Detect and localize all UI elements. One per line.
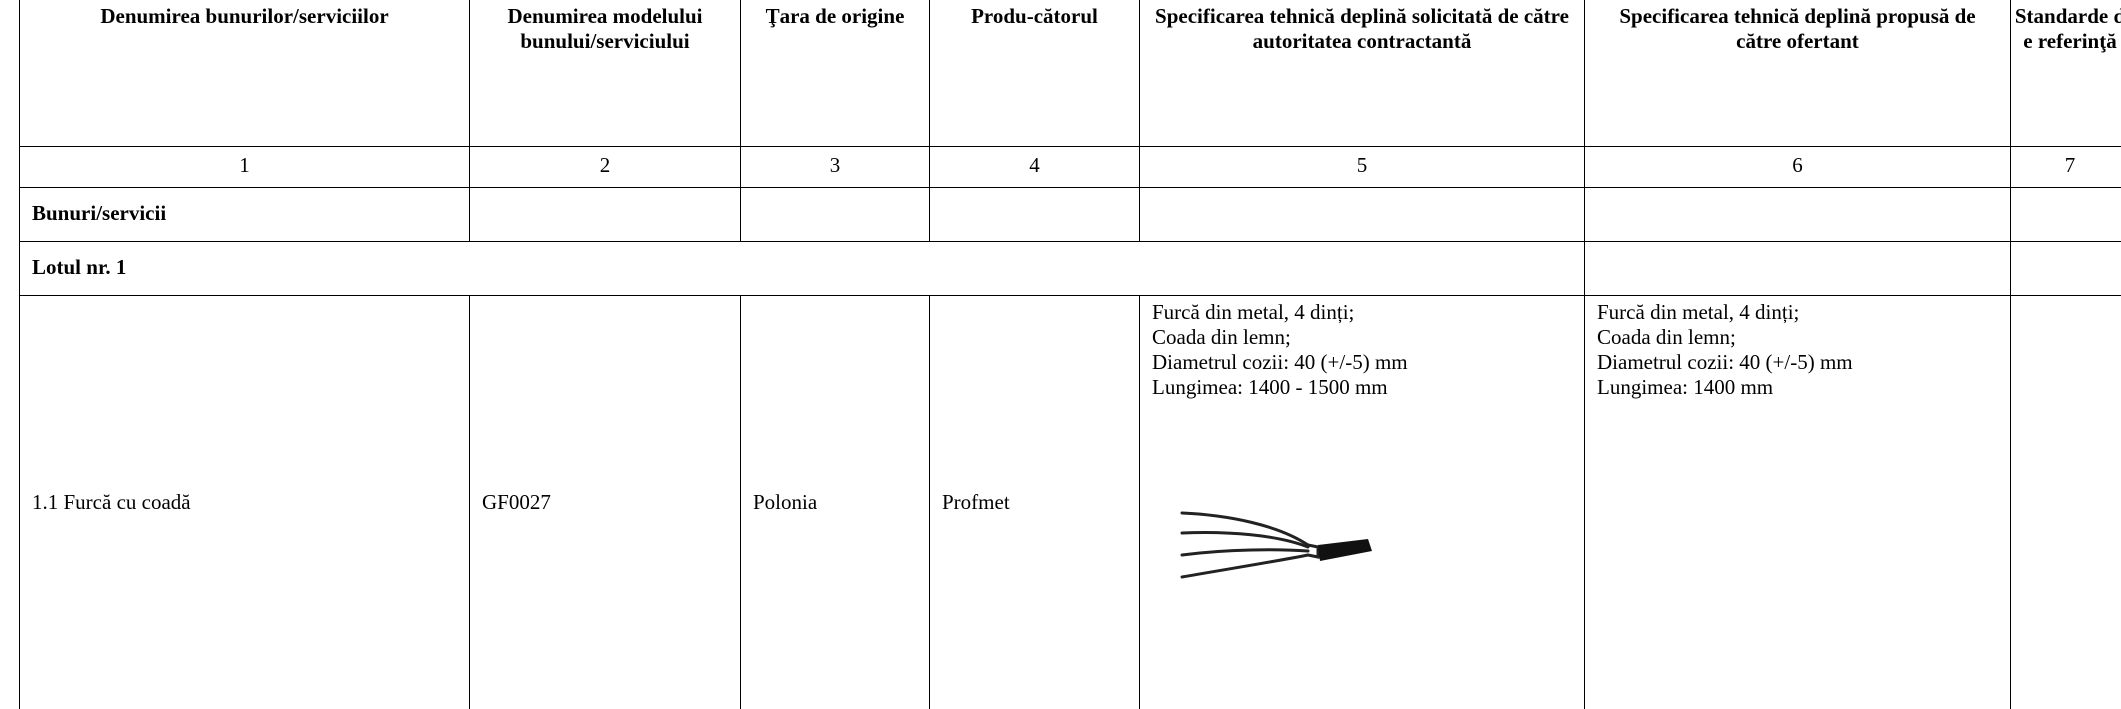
column-number: 2 <box>469 145 741 188</box>
item-model: GF0027 <box>469 294 741 709</box>
header-cell: Specificarea tehnică deplină propusă de … <box>1584 0 2011 147</box>
offer-table: Denumirea bunurilor/serviciilor Denumire… <box>19 0 2121 709</box>
cell <box>1584 186 2011 242</box>
cell <box>2010 294 2121 709</box>
required-spec: Furcă din metal, 4 dinți; Coada din lemn;… <box>1139 294 1585 709</box>
spec-line: Lungimea: 1400 - 1500 mm <box>1152 375 1388 400</box>
column-number: 7 <box>2010 145 2121 188</box>
header-cell: Ţara de origine <box>740 0 930 147</box>
column-number: 4 <box>929 145 1140 188</box>
cell <box>2010 186 2121 242</box>
cell <box>1139 186 1585 242</box>
offered-spec: Furcă din metal, 4 dinți; Coada din lemn;… <box>1584 294 2011 709</box>
item-producer: Profmet <box>929 294 1140 709</box>
section-row: Bunuri/servicii <box>19 186 2121 242</box>
column-number: 5 <box>1139 145 1585 188</box>
header-cell: Produ-cătorul <box>929 0 1140 147</box>
spec-line: Coada din lemn; <box>1152 324 1291 349</box>
column-number: 6 <box>1584 145 2011 188</box>
spec-line: Diametrul cozii: 40 (+/-5) mm <box>1597 349 1853 374</box>
lot-row: Lotul nr. 1 <box>19 240 2121 296</box>
spec-line: Coada din lemn; <box>1597 324 1736 349</box>
header-cell: Denumirea bunurilor/serviciilor <box>19 0 470 147</box>
section-label: Bunuri/servicii <box>19 186 470 242</box>
spec-line: Diametrul cozii: 40 (+/-5) mm <box>1152 349 1408 374</box>
spec-lines: Furcă din metal, 4 dinți; Coada din lemn;… <box>1152 300 1572 401</box>
column-number: 3 <box>740 145 930 188</box>
cell <box>929 186 1140 242</box>
spec-line: Lungimea: 1400 mm <box>1597 375 1774 400</box>
item-country: Polonia <box>740 294 930 709</box>
column-number: 1 <box>19 145 470 188</box>
pitchfork-image <box>1180 511 1372 579</box>
spec-lines: Furcă din metal, 4 dinți; Coada din lemn;… <box>1597 300 1998 401</box>
cell <box>1584 240 2011 296</box>
cell <box>2010 240 2121 296</box>
cell <box>740 186 930 242</box>
header-cell: Denumirea modelului bunului/serviciului <box>469 0 741 147</box>
header-cell: Specificarea tehnică deplină solicitată … <box>1139 0 1585 147</box>
header-row: Denumirea bunurilor/serviciilor Denumire… <box>19 0 2121 147</box>
header-cell: Standarde de referinţă <box>2010 0 2121 147</box>
number-row: 1 2 3 4 5 6 7 <box>19 145 2121 188</box>
item-row: 1.1 Furcă cu coadă GF0027 Polonia Profme… <box>19 294 2121 709</box>
lot-label: Lotul nr. 1 <box>19 240 1585 296</box>
spec-line: Furcă din metal, 4 dinți; <box>1152 299 1355 324</box>
item-name: 1.1 Furcă cu coadă <box>19 294 470 709</box>
cell <box>469 186 741 242</box>
spec-line: Furcă din metal, 4 dinți; <box>1597 299 1800 324</box>
